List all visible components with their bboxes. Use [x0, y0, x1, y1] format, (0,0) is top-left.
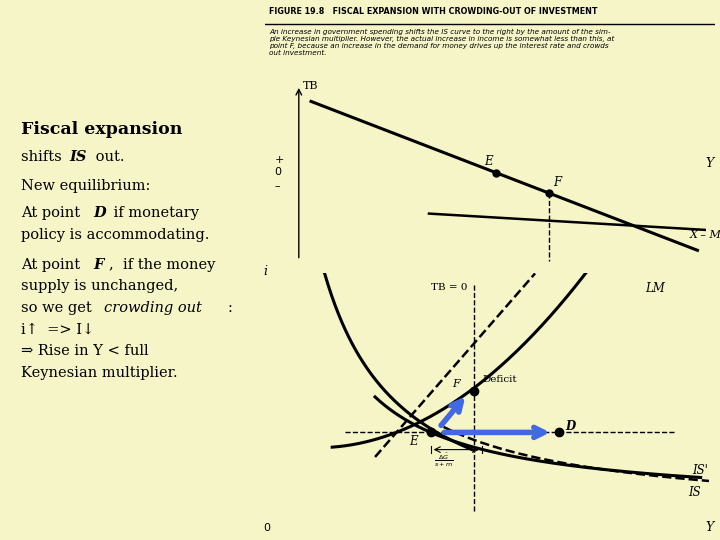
Text: New equilibrium:: New equilibrium:: [21, 179, 150, 193]
Text: IS': IS': [692, 464, 708, 477]
Text: FIGURE 19.8   FISCAL EXPANSION WITH CROWDING-OUT OF INVESTMENT: FIGURE 19.8 FISCAL EXPANSION WITH CROWDI…: [269, 6, 598, 16]
Text: IS: IS: [70, 150, 87, 164]
Text: LM: LM: [645, 282, 665, 295]
Text: supply is unchanged,: supply is unchanged,: [21, 279, 179, 293]
Text: X – M: X – M: [689, 230, 720, 240]
Text: i: i: [264, 265, 268, 278]
Text: +: +: [274, 154, 284, 165]
Text: 0: 0: [264, 523, 271, 532]
Text: At point: At point: [21, 206, 85, 220]
Text: ,  if the money: , if the money: [109, 258, 215, 272]
Text: At point: At point: [21, 258, 85, 272]
Text: policy is accommodating.: policy is accommodating.: [21, 228, 210, 242]
Text: shifts: shifts: [21, 150, 66, 164]
Text: TB: TB: [303, 81, 318, 91]
Text: if monetary: if monetary: [109, 206, 199, 220]
Text: F: F: [452, 379, 460, 389]
Text: Y: Y: [706, 157, 714, 170]
Text: F: F: [94, 258, 104, 272]
Text: Deficit: Deficit: [482, 375, 517, 384]
Text: IS: IS: [688, 487, 701, 500]
Text: :: :: [228, 301, 232, 315]
Text: –: –: [274, 181, 280, 191]
Text: Fiscal expansion: Fiscal expansion: [21, 121, 182, 138]
Text: out.: out.: [91, 150, 124, 164]
Text: crowding out: crowding out: [104, 301, 202, 315]
Text: Keynesian multiplier.: Keynesian multiplier.: [21, 366, 178, 380]
Text: i↑  => I↓: i↑ => I↓: [21, 322, 94, 336]
Text: D: D: [566, 420, 576, 433]
Text: $\frac{\Delta\bar{G}}{s+m}$: $\frac{\Delta\bar{G}}{s+m}$: [434, 451, 453, 469]
Text: so we get: so we get: [21, 301, 96, 315]
Text: D: D: [94, 206, 106, 220]
Text: E: E: [410, 435, 418, 448]
Text: 0: 0: [274, 167, 282, 177]
Text: F: F: [553, 176, 562, 189]
Text: An increase in government spending shifts the IS curve to the right by the amoun: An increase in government spending shift…: [269, 29, 615, 56]
Text: E: E: [484, 154, 492, 167]
Text: ⇒ Rise in Y < full: ⇒ Rise in Y < full: [21, 344, 148, 358]
Text: Y: Y: [705, 521, 714, 534]
Text: TB = 0: TB = 0: [431, 283, 467, 292]
